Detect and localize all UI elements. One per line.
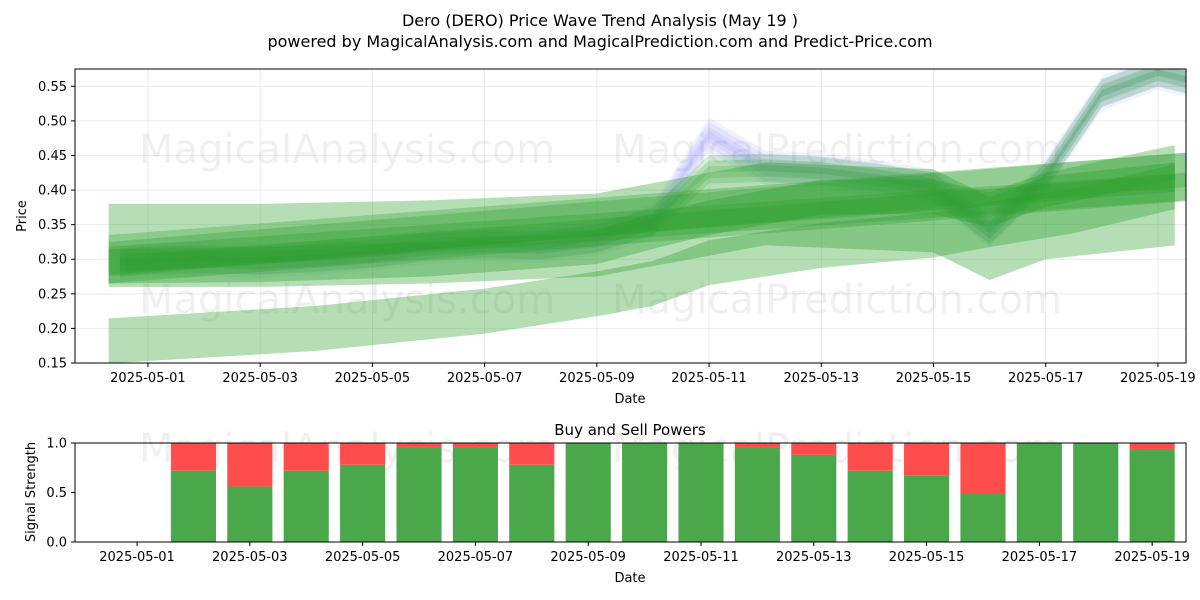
price-x-tick-label: 2025-05-05 [335,371,411,386]
signal-x-tick-label: 2025-05-11 [663,550,739,565]
price-wave-band [119,69,1186,280]
sell-bar [283,443,329,471]
signal-y-tick-label: 0.5 [46,486,67,501]
buy-bar [565,443,611,542]
buy-bar [227,486,273,542]
trend-curve-band [108,164,1175,363]
sell-bar [396,443,442,448]
price-axes-frame [74,68,1187,364]
signal-x-tick-label: 2025-05-05 [325,550,401,565]
price-y-tick-label: 0.30 [38,253,67,268]
watermark-left-lower: MagicalAnalysis.com [139,277,555,323]
trend-band [125,174,1175,273]
buy-bar [340,464,386,542]
watermark-right-lower: MagicalPrediction.com [612,277,1062,323]
price-x-tick-label: 2025-05-11 [671,371,747,386]
sell-bar [509,443,555,465]
price-y-tick-label: 0.15 [38,357,67,372]
signal-title: Buy and Sell Powers [554,421,706,439]
trend-band [108,172,1186,275]
sell-bar [452,443,498,448]
signal-x-tick-label: 2025-05-19 [1114,550,1190,565]
buy-bar [396,447,442,542]
price-x-tick-label: 2025-05-13 [783,371,859,386]
trend-band [108,152,1186,284]
chart-subtitle: powered by MagicalAnalysis.com and Magic… [267,32,932,51]
price-y-axis: 0.15 0.20 0.25 0.30 0.35 0.40 0.45 0.50 0.55 [38,80,75,372]
price-wave-green [119,69,1186,277]
sell-bar [170,443,216,471]
buy-bar [960,493,1006,542]
price-watermarks: MagicalAnalysis.com MagicalPrediction.co… [139,127,1062,323]
signal-x-axis: 2025-05-01 2025-05-03 2025-05-05 2025-05-07… [99,542,1190,565]
price-wave-green [119,69,1186,266]
price-x-axis: 2025-05-01 2025-05-03 2025-05-05 2025-05-07… [110,363,1196,386]
sell-bar [960,443,1006,494]
price-x-tick-label: 2025-05-03 [222,371,298,386]
buy-bar [452,447,498,542]
sell-bar [904,443,950,476]
signal-y-label: Signal Strength [24,442,39,542]
price-y-tick-label: 0.25 [38,287,67,302]
trend-curve-band [108,162,1175,287]
price-x-label: Date [614,392,645,407]
price-wave-band [119,69,1186,271]
price-plot-area [108,69,1186,363]
sell-bar [340,443,386,465]
chart-title: Dero (DERO) Price Wave Trend Analysis (M… [402,11,798,30]
sell-bar [791,443,837,455]
price-x-tick-label: 2025-05-09 [559,371,635,386]
signal-x-tick-label: 2025-05-03 [212,550,288,565]
watermark-right-upper: MagicalPrediction.com [612,127,1062,173]
price-y-tick-label: 0.50 [38,114,67,129]
price-y-tick-label: 0.20 [38,322,67,337]
trend-band [108,152,1186,277]
signal-panel: Buy and Sell Powers MagicalAnalysis.com … [24,421,1190,586]
price-x-tick-label: 2025-05-19 [1120,371,1196,386]
signal-x-tick-label: 2025-05-13 [776,550,852,565]
signal-x-tick-label: 2025-05-09 [550,550,626,565]
buy-bar [170,470,216,542]
sell-bar [227,443,273,487]
price-x-tick-label: 2025-05-01 [110,371,186,386]
sell-bar [847,443,893,471]
price-y-tick-label: 0.55 [38,80,67,95]
sell-bar [1129,443,1175,449]
buy-bar [1016,443,1062,542]
buy-bar [622,443,668,542]
trend-curve-band [108,145,1175,284]
signal-y-axis: 0.0 0.5 1.0 [46,437,75,551]
price-y-label: Price [15,200,30,232]
signal-x-tick-label: 2025-05-15 [889,550,965,565]
price-y-tick-label: 0.35 [38,218,67,233]
price-x-tick-label: 2025-05-17 [1008,371,1084,386]
price-wave-band [119,69,1186,267]
price-y-tick-label: 0.45 [38,149,67,164]
price-x-tick-label: 2025-05-15 [896,371,972,386]
signal-bars [170,443,1175,542]
price-y-tick-label: 0.40 [38,184,67,199]
price-x-tick-label: 2025-05-07 [447,371,523,386]
sell-bar [734,443,780,448]
buy-bar [1073,443,1119,542]
signal-x-tick-label: 2025-05-01 [99,550,175,565]
buy-bar [904,475,950,542]
watermark-left-upper: MagicalAnalysis.com [139,127,555,173]
price-panel: MagicalAnalysis.com MagicalPrediction.co… [15,68,1196,407]
buy-bar [678,443,724,542]
signal-x-label: Date [614,571,645,586]
buy-bar [509,464,555,542]
signal-y-tick-label: 1.0 [46,437,67,452]
price-wave-band [119,69,1186,276]
buy-bar [791,454,837,542]
buy-bar [734,447,780,542]
buy-bar [847,470,893,542]
signal-y-tick-label: 0.0 [46,536,67,551]
signal-x-tick-label: 2025-05-07 [438,550,514,565]
buy-bar [1129,448,1175,542]
buy-bar [283,470,329,542]
signal-x-tick-label: 2025-05-17 [1002,550,1078,565]
